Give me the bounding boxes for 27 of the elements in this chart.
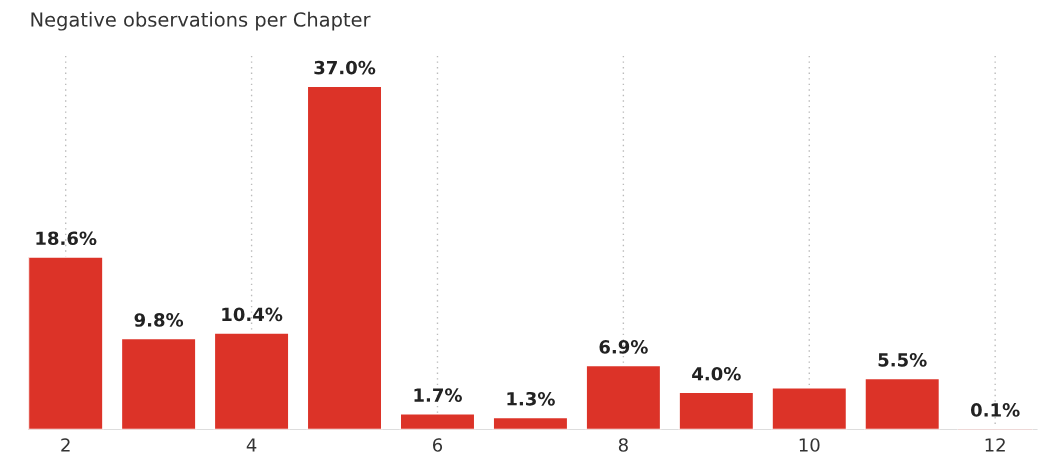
data-label: 18.6% <box>36 231 97 246</box>
bar <box>678 391 755 430</box>
bar <box>399 413 476 430</box>
bar <box>585 364 662 430</box>
data-label: 10.4% <box>222 307 283 322</box>
bar <box>120 337 197 430</box>
data-label: 1.3% <box>507 391 555 406</box>
data-label: 5.5% <box>878 353 927 367</box>
bar <box>28 256 104 430</box>
data-label: 9.8% <box>134 313 184 327</box>
bar <box>771 387 848 430</box>
bar <box>492 416 569 430</box>
data-label: 1.7% <box>414 388 462 402</box>
x-tick-label: 8 <box>618 438 628 452</box>
bar <box>306 85 383 430</box>
chart-title: Negative observations per Chapter <box>31 11 371 31</box>
data-label: 6.9% <box>599 340 648 354</box>
bar <box>213 332 290 430</box>
x-tick-label: 4 <box>246 438 257 452</box>
x-tick-label: 10 <box>799 438 820 452</box>
data-label: 37.0% <box>314 60 376 75</box>
x-tick-label: 2 <box>61 438 70 452</box>
bar <box>864 377 941 430</box>
data-label: 4.0% <box>692 366 741 381</box>
data-label: 0.1% <box>970 403 1020 417</box>
x-tick-label: 6 <box>433 438 443 452</box>
x-tick-label: 12 <box>985 438 1005 452</box>
